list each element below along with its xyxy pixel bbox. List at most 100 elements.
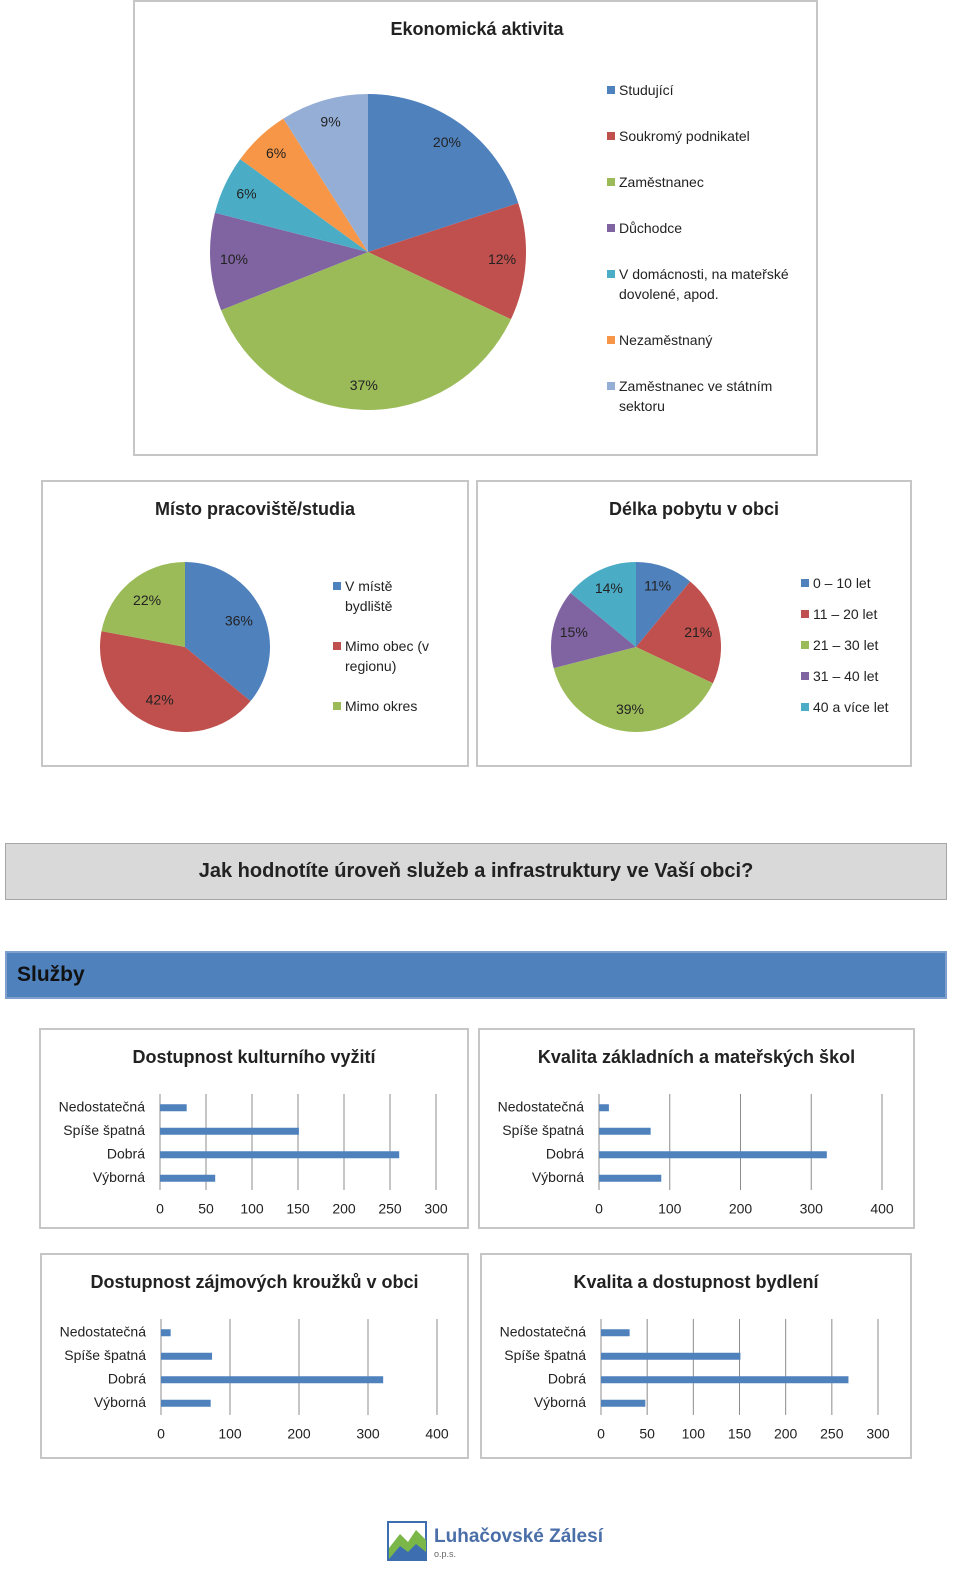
chart: Ekonomická aktivita 20% 12% 37% 10% 6% 6% 9% [210,19,565,410]
x-tick-label: 250 [378,1201,402,1217]
bar [161,1329,171,1337]
data-label: 9% [320,114,340,130]
chart-box: Místo pracoviště/studia 36% 42% 22% V místě … [41,480,469,767]
x-tick-label: 150 [728,1426,752,1442]
y-tick-label: Výborná [534,1394,586,1410]
chart-title: Ekonomická aktivita [390,19,564,39]
legend-item: 11 – 20 let [801,604,901,624]
bar [601,1376,849,1384]
logo-icon [387,1521,427,1561]
legend-item: V místě bydliště [333,576,443,616]
bar [599,1104,609,1112]
pie-slice [185,562,271,702]
y-tick-label: Nedostatečná [60,1323,147,1339]
y-tick-label: Spíše špatná [64,1347,146,1363]
logo-name: Luhačovské Zálesí [434,1526,603,1547]
chart: Místo pracoviště/studia 36% 42% 22% [100,499,356,732]
bar [160,1174,216,1182]
data-label: 6% [266,145,286,161]
legend-swatch [801,703,809,711]
data-label: 12% [488,251,516,267]
legend-swatch [607,86,615,94]
legend-swatch [607,270,615,278]
y-tick-label: Dobrá [108,1370,146,1386]
chart: Kvalita základních a mateřských škol 0 100… [498,1047,894,1217]
y-tick-label: Dobrá [546,1145,584,1161]
x-tick-label: 0 [595,1201,603,1217]
legend-item: Mimo obec (v regionu) [333,636,443,676]
legend-swatch [801,641,809,649]
legend-item: V domácnosti, na mateřské dovolené, apod… [607,264,797,304]
bar [599,1127,651,1135]
y-tick-label: Výborná [532,1169,584,1185]
legend-label: V místě bydliště [345,578,393,614]
x-tick-label: 100 [658,1201,682,1217]
chart-box: Dostupnost kulturního vyžití 0 50 100 150 200… [39,1028,469,1229]
legend-label: Nezaměstnaný [619,332,713,348]
logo: Luhačovské Zálesí o.p.s. [386,1518,603,1563]
pie-slice [101,562,185,647]
legend-swatch [607,336,615,344]
x-tick-label: 50 [639,1426,655,1442]
chart-box: Dostupnost zájmových kroužků v obci 0 100 2… [40,1253,469,1459]
legend-label: 0 – 10 let [813,575,871,591]
chart-title: Dostupnost kulturního vyžití [133,1047,377,1067]
legend-label: 40 a více let [813,699,889,715]
bar [599,1151,827,1159]
legend: V místě bydliště Mimo obec (v regionu) Mim… [333,576,443,736]
data-label: 42% [146,692,174,708]
pie-slice [636,581,721,684]
y-tick-label: Výborná [94,1394,146,1410]
legend-item: 40 a více let [801,697,901,717]
bar [601,1352,741,1360]
legend-item: Důchodce [607,218,797,238]
legend-item: Studující [607,80,797,100]
y-tick-label: Dobrá [107,1145,145,1161]
x-tick-label: 150 [286,1201,310,1217]
chart-box: Ekonomická aktivita 20% 12% 37% 10% 6% 6% 9% Stu… [133,0,818,456]
x-tick-label: 100 [240,1201,264,1217]
chart: Dostupnost kulturního vyžití 0 50 100 150 200… [59,1047,448,1217]
legend-item: 21 – 30 let [801,635,901,655]
pie-slice [570,562,636,647]
x-tick-label: 200 [287,1426,311,1442]
data-label: 15% [560,624,588,640]
y-tick-label: Nedostatečná [500,1323,587,1339]
data-label: 39% [616,701,644,717]
pie-slice [553,647,713,732]
y-tick-label: Výborná [93,1169,145,1185]
y-tick-label: Nedostatečná [59,1098,146,1114]
chart-box: Délka pobytu v obci 11% 21% 39% 15% 14% 0 – 10… [476,480,912,767]
x-tick-label: 50 [198,1201,214,1217]
pie-slice [368,203,526,320]
question-banner: Jak hodnotíte úroveň služeb a infrastruk… [5,843,947,900]
legend-item: Nezaměstnaný [607,330,797,350]
x-tick-label: 250 [820,1426,844,1442]
legend-swatch [801,672,809,680]
data-label: 14% [595,580,623,596]
x-tick-label: 300 [866,1426,890,1442]
pie-slice [221,252,511,410]
logo-subtitle: o.p.s. [434,1549,457,1559]
x-tick-label: 300 [424,1201,448,1217]
legend-swatch [333,582,341,590]
legend-item: Zaměstnanec ve státním sektoru [607,376,797,416]
chart-title: Místo pracoviště/studia [155,499,356,519]
legend-swatch [801,610,809,618]
y-tick-label: Spíše špatná [63,1122,145,1138]
legend-item: Soukromý podnikatel [607,126,797,146]
legend-swatch [607,382,615,390]
chart-title: Délka pobytu v obci [609,499,779,519]
pie-slice [240,118,368,252]
legend-label: Mimo okres [345,698,418,714]
bar [161,1352,213,1360]
pie-slice [551,592,636,669]
y-tick-label: Spíše špatná [504,1347,586,1363]
x-tick-label: 300 [356,1426,380,1442]
legend-label: Mimo obec (v regionu) [345,638,430,674]
bar [599,1174,662,1182]
chart-box: Kvalita a dostupnost bydlení 0 50 100 150 200… [480,1253,912,1459]
bar [160,1104,187,1112]
legend: Studující Soukromý podnikatel Zaměstnanec D… [607,80,797,442]
